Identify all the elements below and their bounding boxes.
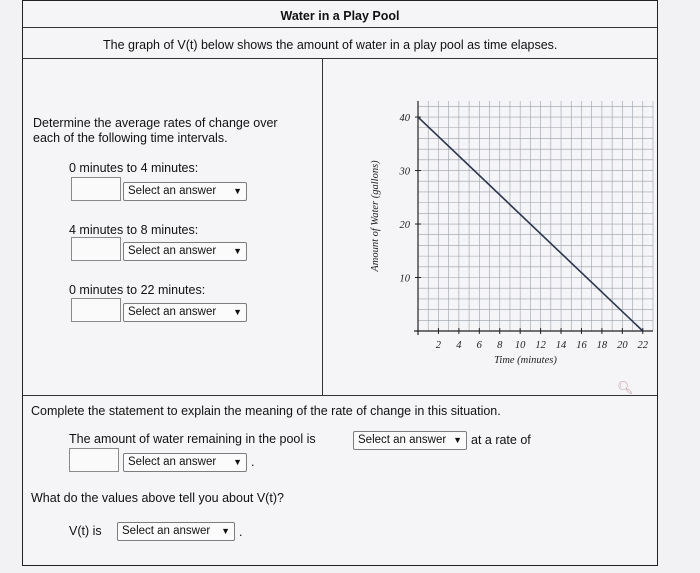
interval-label-4-8: 4 minutes to 8 minutes: — [69, 223, 199, 237]
x-tick-label: 4 — [456, 340, 462, 351]
x-tick-label: 20 — [617, 340, 628, 351]
select-answer-0-4[interactable]: Select an answer ▼ — [123, 182, 247, 201]
y-tick-label: 40 — [400, 113, 411, 124]
answer-input-4-8[interactable] — [71, 237, 121, 261]
select-answer-vt[interactable]: Select an answer ▼ — [117, 522, 235, 541]
x-tick-label: 18 — [597, 340, 608, 351]
select-label: Select an answer — [128, 245, 217, 257]
question-text: What do the values above tell you about … — [31, 491, 284, 505]
interval-label-0-4: 0 minutes to 4 minutes: — [69, 161, 199, 175]
page-title: Water in a Play Pool — [23, 1, 657, 28]
chevron-down-icon: ▼ — [221, 526, 230, 536]
y-tick-label: 20 — [400, 220, 411, 231]
x-tick-label: 10 — [515, 340, 526, 351]
water-volume-chart: 2 4 6 8 10 12 14 16 18 20 22 10 20 30 40 Time (minutes)… — [370, 101, 654, 366]
select-label: Select an answer — [122, 525, 211, 537]
y-tick-label: 30 — [399, 167, 411, 178]
chevron-down-icon: ▼ — [453, 435, 462, 445]
x-tick-label: 16 — [576, 340, 587, 351]
magnifier-icon[interactable]: 🔍︎ — [617, 380, 634, 395]
instructions-line-1: Determine the average rates of change ov… — [33, 116, 278, 130]
vt-prefix: V(t) is — [69, 524, 102, 538]
select-label: Select an answer — [128, 456, 217, 468]
x-tick-label: 8 — [497, 340, 503, 351]
select-label: Select an answer — [128, 185, 217, 197]
x-tick-label: 6 — [477, 340, 483, 351]
y-tick-label: 10 — [400, 274, 411, 285]
panel-divider-vertical — [322, 59, 323, 395]
select-label: Select an answer — [358, 434, 447, 446]
x-axis-label: Time (minutes) — [494, 355, 557, 366]
x-tick-label: 12 — [535, 340, 546, 351]
x-tick-label: 2 — [436, 340, 442, 351]
select-answer-4-8[interactable]: Select an answer ▼ — [123, 242, 247, 261]
statement-instruction: Complete the statement to explain the me… — [31, 404, 501, 418]
y-axis-label: Amount of Water (gallons) — [370, 160, 381, 273]
x-tick-label: 22 — [638, 340, 649, 351]
chevron-down-icon: ▼ — [233, 186, 242, 196]
sentence-period: . — [251, 455, 255, 469]
interval-label-0-22: 0 minutes to 22 minutes: — [69, 283, 206, 297]
sentence-mid: at a rate of — [471, 433, 531, 447]
chevron-down-icon: ▼ — [233, 246, 242, 256]
data-line-series — [417, 116, 644, 332]
select-label: Select an answer — [128, 306, 217, 318]
answer-input-0-22[interactable] — [71, 298, 121, 322]
select-answer-rate-unit[interactable]: Select an answer ▼ — [123, 453, 247, 472]
question-frame: Water in a Play Pool The graph of V(t) b… — [22, 0, 658, 566]
instructions-line-2: each of the following time intervals. — [33, 131, 228, 145]
panel-divider-horizontal — [23, 395, 657, 396]
sentence-start: The amount of water remaining in the poo… — [69, 432, 316, 446]
chevron-down-icon: ▼ — [233, 307, 242, 317]
select-answer-0-22[interactable]: Select an answer ▼ — [123, 303, 247, 322]
answer-input-0-4[interactable] — [71, 177, 121, 201]
select-answer-rate-direction[interactable]: Select an answer ▼ — [353, 431, 467, 450]
chevron-down-icon: ▼ — [233, 457, 242, 467]
sentence-period-2: . — [239, 525, 243, 539]
graph-description: The graph of V(t) below shows the amount… — [23, 28, 657, 59]
answer-input-rate[interactable] — [69, 448, 119, 472]
x-tick-label: 14 — [556, 340, 567, 351]
